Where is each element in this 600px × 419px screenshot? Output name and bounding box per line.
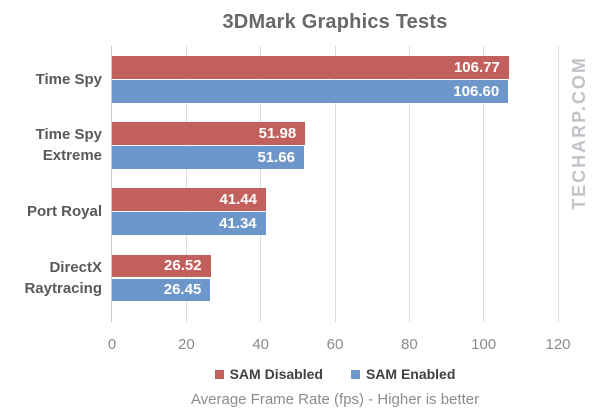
- legend-swatch-icon: [350, 369, 360, 379]
- chart-title: 3DMark Graphics Tests: [222, 11, 448, 33]
- plot-area: 106.77 106.60 51.98 51.66 41.44 41.34 26.52 26.…: [111, 46, 559, 322]
- bar-sam-enabled-0: 106.60: [112, 80, 509, 103]
- category-label-3: DirectX Raytracing: [24, 258, 102, 297]
- tick-label-40: 40: [252, 336, 269, 353]
- gridline-40: [260, 46, 262, 322]
- x-axis-label: Average Frame Rate (fps) - Higher is bet…: [190, 391, 480, 408]
- tick-label-100: 100: [471, 336, 497, 353]
- legend-swatch-icon: [214, 369, 224, 379]
- bar-value-label: 26.45: [163, 281, 202, 299]
- category-label-1: Time Spy Extreme: [35, 126, 102, 165]
- legend-label: SAM Enabled: [365, 366, 456, 382]
- category-label-0: Time Spy: [35, 70, 102, 88]
- legend: SAM Disabled SAM Enabled: [112, 366, 558, 382]
- legend-item-sam-disabled: SAM Disabled: [214, 366, 323, 382]
- bar-sam-disabled-3: 26.52: [112, 254, 211, 278]
- legend-item-sam-enabled: SAM Enabled: [350, 366, 456, 382]
- bar-sam-enabled-1: 51.66: [112, 146, 304, 169]
- bar-sam-enabled-3: 26.45: [112, 278, 211, 302]
- bar-sam-disabled-0: 106.77: [112, 56, 509, 79]
- bar-sam-enabled-2: 41.34: [112, 212, 266, 235]
- bar-value-label: 106.77: [453, 58, 500, 76]
- tick-label-20: 20: [177, 336, 195, 353]
- gridline-20: [185, 46, 187, 322]
- tick-label-120: 120: [545, 336, 571, 353]
- gridline-80: [408, 46, 410, 322]
- tick-label-60: 60: [326, 336, 344, 353]
- bar-value-label: 51.66: [257, 148, 295, 166]
- gridline-60: [334, 46, 336, 322]
- legend-label: SAM Disabled: [229, 366, 323, 382]
- tick-label-0: 0: [107, 336, 117, 353]
- bar-value-label: 41.34: [219, 215, 257, 233]
- gridline-120: [557, 46, 559, 322]
- watermark: TECHARP.COM: [569, 56, 589, 210]
- bar-value-label: 26.52: [164, 257, 202, 275]
- bar-sam-disabled-1: 51.98: [112, 122, 306, 145]
- category-axis-line: [111, 46, 112, 322]
- tick-label-80: 80: [400, 336, 418, 353]
- bar-value-label: 41.44: [219, 191, 258, 209]
- category-label-2: Port Royal: [26, 203, 102, 221]
- gridline-100: [483, 46, 485, 322]
- bar-value-label: 51.98: [258, 124, 297, 142]
- bar-value-label: 106.60: [453, 82, 500, 100]
- bar-sam-disabled-2: 41.44: [112, 188, 267, 211]
